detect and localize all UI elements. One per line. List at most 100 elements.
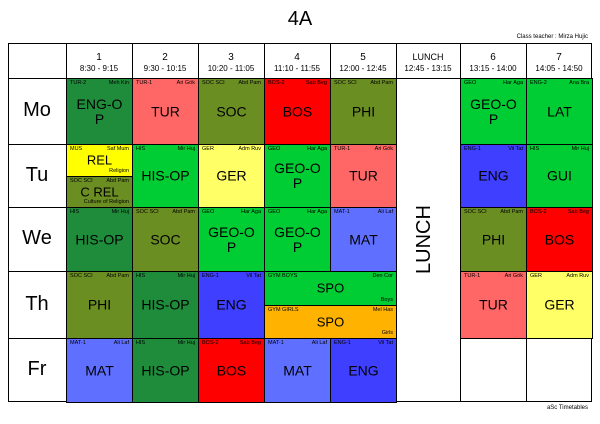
lesson-subject: SOC bbox=[216, 103, 247, 119]
lesson-teacher: Mel Has bbox=[372, 306, 393, 313]
lesson-subject: MAT bbox=[283, 362, 312, 378]
lesson-teacher: Sab Beg bbox=[305, 80, 327, 86]
lesson-group: GYM GIRLS bbox=[268, 306, 299, 313]
lesson-cell[interactable]: GEO Har Aga GEO-O P bbox=[264, 207, 331, 272]
lesson-cell[interactable]: MAT-1 Ali Laf MAT bbox=[66, 338, 133, 403]
lesson-cell[interactable]: HIS Mir Huj HIS-OP bbox=[132, 144, 199, 208]
lesson-cell[interactable]: BOS-2 Sab Beg BOS bbox=[264, 78, 331, 145]
lesson-cell[interactable]: MAT-1 Ali Laf MAT bbox=[264, 338, 331, 403]
lesson-cell[interactable]: BOS-2 Sab Beg BOS bbox=[526, 207, 593, 272]
lesson-cell[interactable]: GER Adm Ruv GER bbox=[198, 144, 265, 208]
lesson-teacher: Har Aga bbox=[307, 209, 327, 215]
lesson-cell[interactable]: TUR-1 Ari Gök TUR bbox=[460, 271, 527, 339]
lesson-cell[interactable]: HIS Mir Huj HIS-OP bbox=[66, 207, 133, 272]
lesson-cell[interactable]: HIS Mir Huj HIS-OP bbox=[132, 271, 199, 339]
lesson-cell[interactable]: ENG-1 Vil Tat ENG bbox=[330, 338, 397, 403]
lesson-teacher: Adm Ruv bbox=[566, 273, 589, 279]
lesson-cell[interactable]: HIS Mir Huj GUI bbox=[526, 144, 593, 208]
lesson-cell[interactable]: BOS-2 Sab Beg BOS bbox=[198, 338, 265, 403]
lesson-cell[interactable]: MUS Saf Mum REL Religion bbox=[66, 144, 133, 177]
day-label: Fr bbox=[27, 358, 47, 380]
lesson-teacher: Mir Huj bbox=[177, 273, 195, 279]
period-number: 5 bbox=[360, 52, 366, 63]
period-number: 2 bbox=[162, 52, 168, 63]
lesson-teacher: Ali Laf bbox=[377, 209, 393, 215]
lunch-column-label: LUNCH bbox=[412, 205, 435, 274]
lesson-cell[interactable]: SOC SCI Abd Pam C REL Culture of Religion bbox=[66, 175, 133, 208]
lesson-teacher: Saf Mum bbox=[106, 146, 129, 152]
period-header: 1 8:30 - 9:15 bbox=[66, 52, 132, 74]
lesson-note: Boys bbox=[380, 296, 393, 303]
lesson-teacher: Abd Pam bbox=[370, 80, 393, 86]
day-label: We bbox=[22, 227, 52, 249]
lesson-cell[interactable]: GEO Har Aga GEO-O P bbox=[460, 78, 527, 145]
lesson-group: MAT-1 bbox=[334, 209, 350, 215]
lesson-cell[interactable]: GEO Har Aga GEO-O P bbox=[264, 144, 331, 208]
period-time: 11:10 - 11:55 bbox=[274, 64, 320, 73]
lesson-group: ENG-2 bbox=[530, 80, 547, 86]
lesson-subject: TUR bbox=[151, 103, 180, 119]
lesson-cell[interactable]: SOC SCI Abd Pam SOC bbox=[198, 78, 265, 145]
lesson-group: MAT-1 bbox=[268, 340, 284, 346]
lesson-cell[interactable]: TUR-2 Meh Kin ENG-O P bbox=[66, 78, 133, 145]
lesson-group: GEO bbox=[464, 80, 477, 86]
period-number: LUNCH bbox=[412, 52, 444, 62]
lesson-cell[interactable]: MAT-1 Ali Laf MAT bbox=[330, 207, 397, 272]
period-time: 9:30 - 10:15 bbox=[143, 64, 187, 73]
lesson-cell[interactable]: HIS Mir Huj HIS-OP bbox=[132, 338, 199, 403]
lesson-group: MAT-1 bbox=[70, 340, 86, 346]
lesson-subject: GEO-O P bbox=[274, 160, 321, 191]
period-header: 2 9:30 - 10:15 bbox=[132, 52, 198, 74]
lesson-teacher: Mir Huj bbox=[177, 146, 195, 152]
lesson-cell[interactable]: TUR-1 Ari Gök TUR bbox=[132, 78, 199, 145]
lesson-cell[interactable]: ENG-1 Vil Tat ENG bbox=[198, 271, 265, 339]
lesson-group: GEO bbox=[202, 209, 215, 215]
period-header: 3 10:20 - 11:05 bbox=[198, 52, 264, 74]
lesson-cell[interactable]: ENG-1 Vil Tat ENG bbox=[460, 144, 527, 208]
period-time: 12:45 - 13:15 bbox=[404, 64, 452, 73]
lesson-subject: ENG bbox=[348, 362, 379, 378]
period-header: 4 11:10 - 11:55 bbox=[264, 52, 330, 74]
period-time: 10:20 - 11:05 bbox=[207, 64, 255, 73]
lesson-group: SOC SCI bbox=[70, 273, 93, 279]
lesson-group: GEO bbox=[268, 209, 281, 215]
lesson-teacher: Meh Kin bbox=[108, 80, 129, 86]
lesson-group: ENG-1 bbox=[334, 340, 351, 346]
lesson-subject: PHI bbox=[351, 103, 376, 119]
lesson-group: ENG-1 bbox=[202, 273, 219, 279]
lesson-cell[interactable]: TUR-1 Ari Gök TUR bbox=[330, 144, 397, 208]
lesson-cell[interactable]: GEO Har Aga GEO-O P bbox=[198, 207, 265, 272]
lesson-group: SOC SCI bbox=[70, 177, 93, 184]
lesson-group: HIS bbox=[136, 340, 146, 346]
period-time: 12:00 - 12:45 bbox=[339, 64, 387, 73]
lesson-cell[interactable]: GYM GIRLS Mel Has SPO Girls bbox=[264, 304, 397, 339]
lesson-teacher: Har Aga bbox=[307, 146, 327, 152]
lesson-cell[interactable]: GYM BOYS Den Cor SPO Boys bbox=[264, 271, 397, 306]
lesson-subject: GUI bbox=[547, 167, 572, 184]
lesson-teacher: Ari Gök bbox=[504, 273, 523, 279]
lesson-note: Culture of Religion bbox=[83, 199, 129, 205]
lesson-group: GYM BOYS bbox=[268, 273, 298, 279]
lesson-teacher: Abd Pam bbox=[106, 273, 129, 279]
period-number: 4 bbox=[294, 52, 300, 63]
lesson-group: TUR-1 bbox=[334, 146, 351, 152]
lesson-cell[interactable]: ENG-2 Ana Bra LAT bbox=[526, 78, 593, 145]
lesson-group: ENG-1 bbox=[464, 146, 481, 152]
lesson-note: Religion bbox=[109, 167, 129, 174]
period-time: 8:30 - 9:15 bbox=[79, 64, 119, 73]
lesson-cell[interactable]: SOC SCI Abd Pam PHI bbox=[66, 271, 133, 339]
lesson-teacher: Abd Pam bbox=[172, 209, 195, 215]
lesson-subject: SPO bbox=[316, 314, 345, 330]
lesson-group: GER bbox=[530, 273, 542, 279]
lesson-cell[interactable]: SOC SCI Abd Pam PHI bbox=[330, 78, 397, 145]
lesson-cell[interactable]: SOC SCI Abd Pam PHI bbox=[460, 207, 527, 272]
lesson-teacher: Ali Laf bbox=[311, 340, 327, 346]
period-header: 6 13:15 - 14:00 bbox=[460, 52, 526, 74]
lesson-cell[interactable]: SOC SCI Abd Pam SOC bbox=[132, 207, 199, 272]
period-number: 3 bbox=[228, 52, 234, 63]
lesson-group: GER bbox=[202, 146, 214, 152]
lesson-cell[interactable]: GER Adm Ruv GER bbox=[526, 271, 593, 339]
lesson-subject: GEO-O P bbox=[470, 95, 517, 127]
lesson-subject: TUR bbox=[349, 167, 378, 184]
lesson-teacher: Abd Pam bbox=[500, 209, 523, 215]
